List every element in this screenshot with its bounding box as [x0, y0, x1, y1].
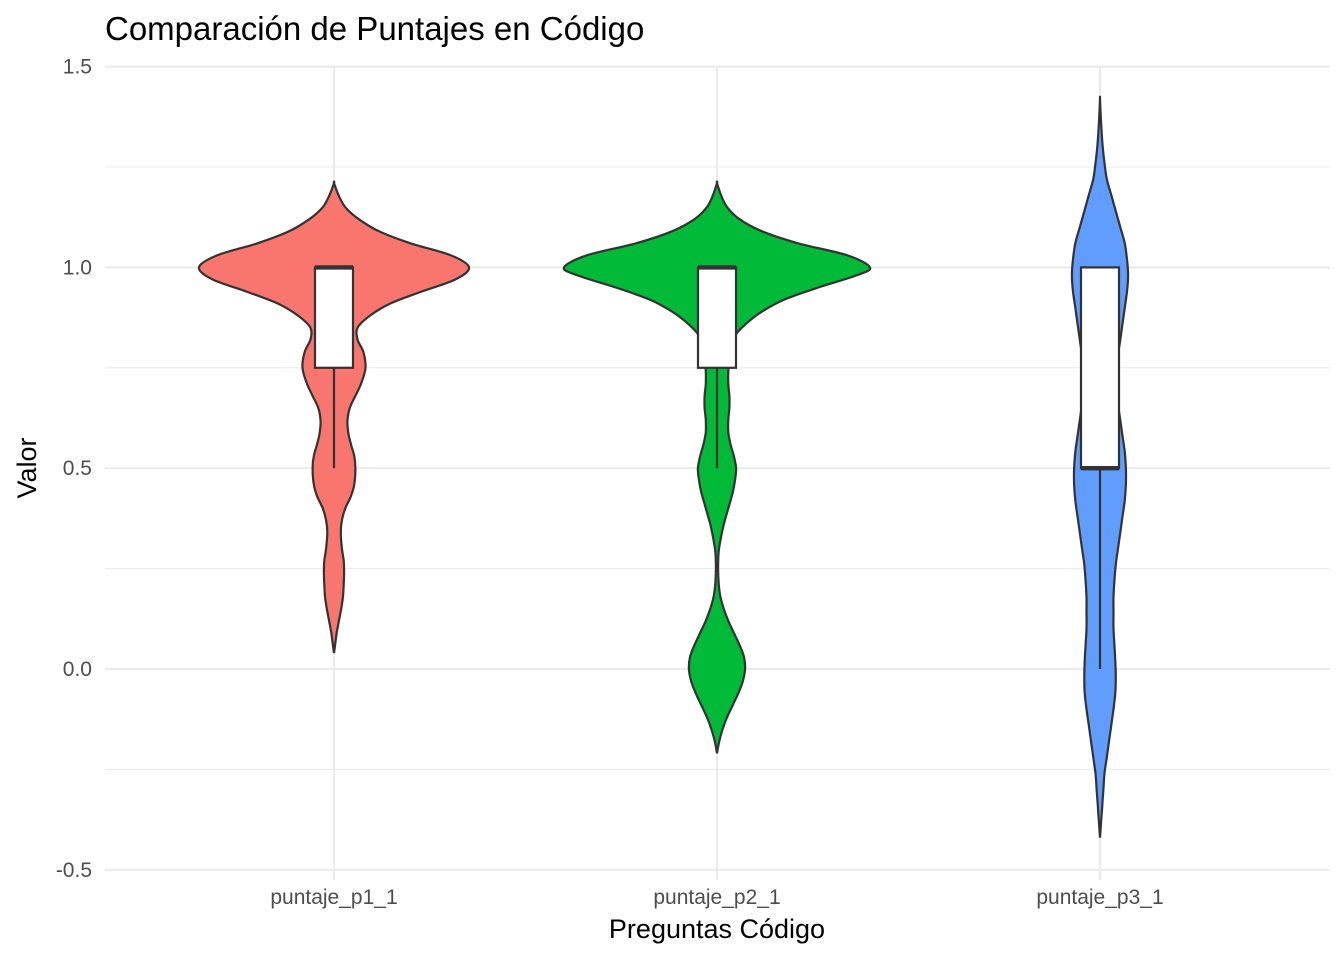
box-puntaje_p3_1	[1079, 266, 1121, 470]
chart-title: Comparación de Puntajes en Código	[105, 10, 644, 47]
x-axis-ticks: puntaje_p1_1 puntaje_p2_1 puntaje_p3_1	[270, 886, 1163, 909]
x-axis-title: Preguntas Código	[609, 914, 825, 944]
x-tick-label: puntaje_p2_1	[653, 886, 780, 909]
y-tick-label: 1.0	[63, 256, 92, 279]
box-puntaje_p1_1	[313, 266, 355, 369]
x-tick-label: puntaje_p3_1	[1036, 886, 1163, 909]
box-puntaje_p2_1	[696, 266, 738, 369]
y-axis-ticks: -0.5 0.0 0.5 1.0 1.5	[56, 56, 92, 882]
y-tick-label: 0.5	[63, 457, 92, 480]
x-tick-label: puntaje_p1_1	[270, 886, 397, 909]
y-tick-label: 1.5	[63, 56, 92, 79]
y-axis-title: Valor	[12, 437, 42, 498]
boxplots	[313, 265, 1121, 669]
y-tick-label: -0.5	[56, 859, 92, 882]
y-tick-label: 0.0	[63, 658, 92, 681]
